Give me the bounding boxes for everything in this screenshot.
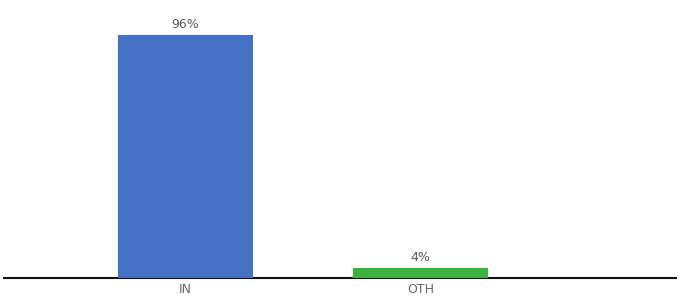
Bar <box>354 268 488 278</box>
Text: 96%: 96% <box>171 18 199 31</box>
Text: 4%: 4% <box>411 251 430 264</box>
Bar <box>118 34 253 278</box>
